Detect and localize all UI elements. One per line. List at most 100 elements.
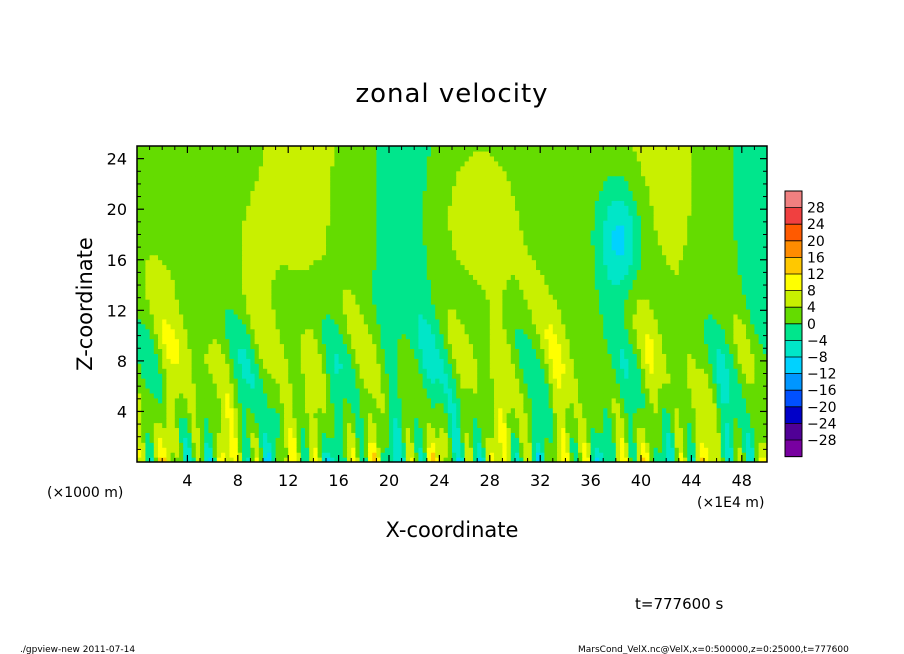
field-cell [699,304,705,310]
field-cell [578,397,583,404]
field-cell [250,328,256,335]
field-cell [557,313,562,320]
field-cell [536,412,541,419]
field-cell [137,338,142,345]
field-cell [720,313,726,320]
field-cell [233,343,239,350]
field-cell [498,432,503,438]
field-cell [590,373,596,379]
field-cell [195,402,201,409]
field-cell [422,363,428,369]
field-cell [620,333,625,340]
field-cell [347,427,352,433]
field-cell [649,417,655,424]
field-cell [557,383,562,389]
field-cell [578,447,583,453]
field-cell [666,383,671,389]
field-cell [439,412,445,419]
field-cell [321,432,327,438]
field-cell [296,323,302,330]
field-cell [632,392,638,399]
field-cell [720,343,726,350]
field-cell [733,412,739,419]
field-cell [695,363,701,369]
field-cell [137,363,142,369]
field-cell [389,383,394,389]
field-cell [590,412,596,419]
field-cell [741,387,747,394]
field-cell [263,437,268,443]
field-cell [573,333,579,340]
field-cell [258,392,264,399]
field-cell [200,353,205,359]
field-cell [380,304,386,310]
field-cell [300,353,306,359]
field-cell [221,363,226,369]
field-cell [460,348,466,354]
field-cell [573,304,579,310]
field-cell [267,363,272,369]
field-cell [158,333,163,340]
field-cell [649,402,655,409]
field-cell [158,294,163,300]
field-cell [313,299,319,305]
field-cell [162,387,167,394]
field-cell [515,368,520,374]
field-cell [477,387,482,394]
field-cell [317,457,323,462]
field-cell [737,432,743,438]
field-cell [678,447,684,453]
field-cell [351,343,356,350]
field-cell [674,442,680,448]
field-cell [443,432,449,438]
field-cell [561,363,566,369]
field-cell [338,328,344,335]
field-cell [313,313,319,320]
field-cell [683,328,688,335]
field-cell [279,402,285,409]
field-cell [708,304,713,310]
field-cell [502,412,508,419]
field-cell [687,437,692,443]
field-cell [523,387,529,394]
field-cell [179,447,184,453]
field-cell [741,442,747,448]
field-cell [414,313,419,320]
field-cell [267,392,272,399]
field-cell [481,343,487,350]
field-cell [145,368,151,374]
field-cell [153,328,159,335]
field-cell [179,313,184,320]
field-cell [221,313,226,320]
field-cell [221,442,226,448]
field-cell [174,343,180,350]
field-cell [380,402,386,409]
field-cell [477,442,482,448]
field-cell [628,422,634,429]
field-cell [317,412,323,419]
field-cell [397,333,403,340]
field-cell [141,457,146,462]
field-cell [620,412,625,419]
field-cell [338,313,344,320]
field-cell [645,407,650,414]
field-cell [510,358,516,364]
field-cell [746,353,751,359]
field-cell [712,308,718,315]
field-cell [418,417,424,424]
field-cell [334,363,340,369]
field-cell [389,373,394,379]
field-cell [267,442,272,448]
field-cell [691,373,697,379]
field-cell [519,323,524,330]
field-cell [489,328,495,335]
field-cell [494,308,499,315]
field-cell [599,412,604,419]
field-cell [594,397,600,404]
field-cell [519,358,524,364]
field-cell [565,358,571,364]
field-cell [468,387,474,394]
field-cell [758,383,764,389]
field-cell [657,313,663,320]
field-cell [737,308,743,315]
